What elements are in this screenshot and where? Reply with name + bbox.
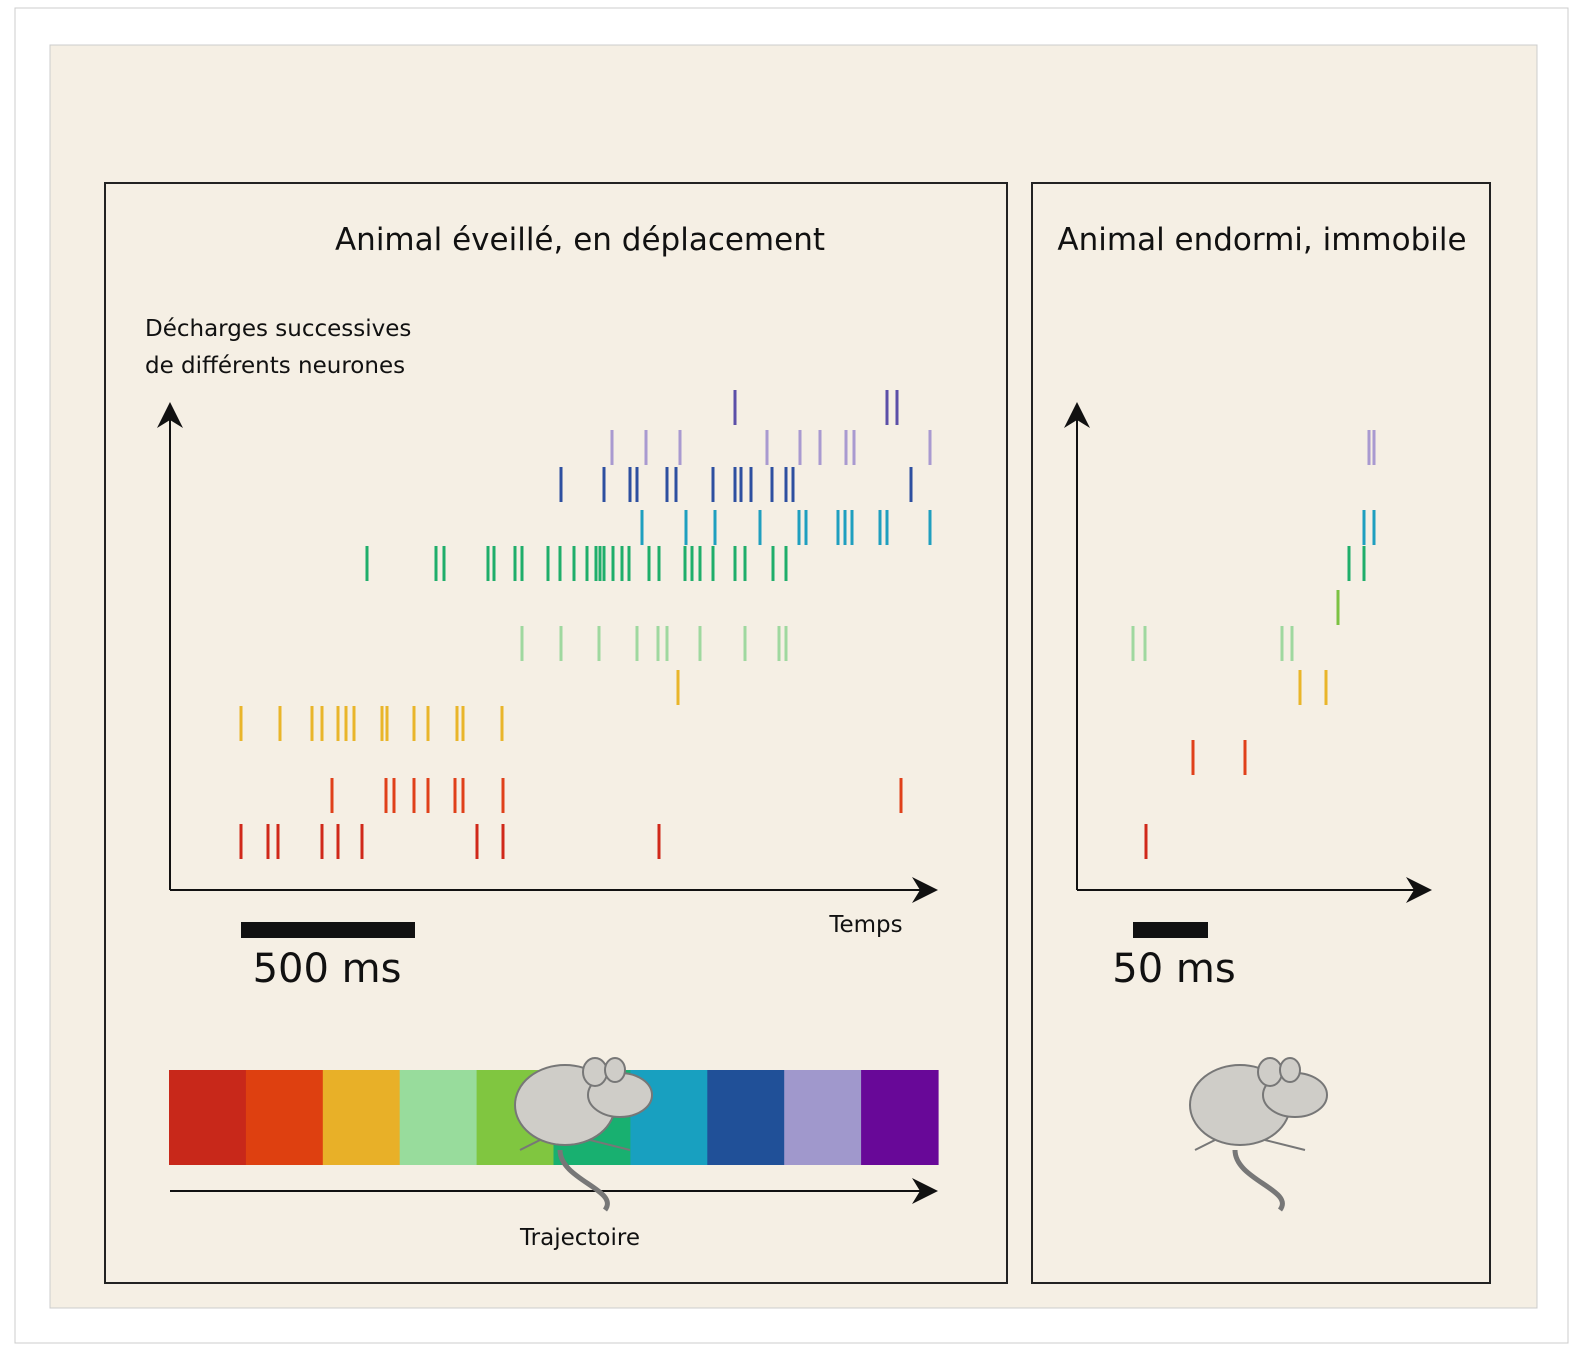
panel-title: Animal endormi, immobile [1057, 222, 1466, 258]
color-segment [322, 1070, 401, 1165]
y-axis-label: Décharges successives [145, 316, 411, 342]
color-segment [784, 1070, 862, 1165]
trajectory-colors [169, 1070, 939, 1165]
color-segment [399, 1070, 478, 1165]
scale-label: 500 ms [253, 946, 402, 992]
color-segment [707, 1070, 785, 1165]
left-panel [104, 182, 1008, 1284]
scale-bar [241, 922, 415, 938]
color-segment [861, 1070, 939, 1165]
mouse [1189, 1057, 1328, 1212]
color-segment [169, 1070, 247, 1165]
axes [169, 408, 1424, 1192]
arrowheads [157, 402, 1432, 1204]
y-axis-label: de différents neurones [145, 353, 405, 379]
spikes [239, 390, 1376, 859]
right-panel [1031, 182, 1491, 1284]
scale-bar [1133, 922, 1208, 938]
trajectory-label: Trajectoire [519, 1225, 640, 1251]
panel-title: Animal éveillé, en déplacement [335, 222, 825, 258]
color-segment [245, 1070, 324, 1165]
mouse [514, 1057, 653, 1212]
x-axis-label: Temps [828, 912, 902, 938]
scale-label: 50 ms [1112, 946, 1235, 992]
